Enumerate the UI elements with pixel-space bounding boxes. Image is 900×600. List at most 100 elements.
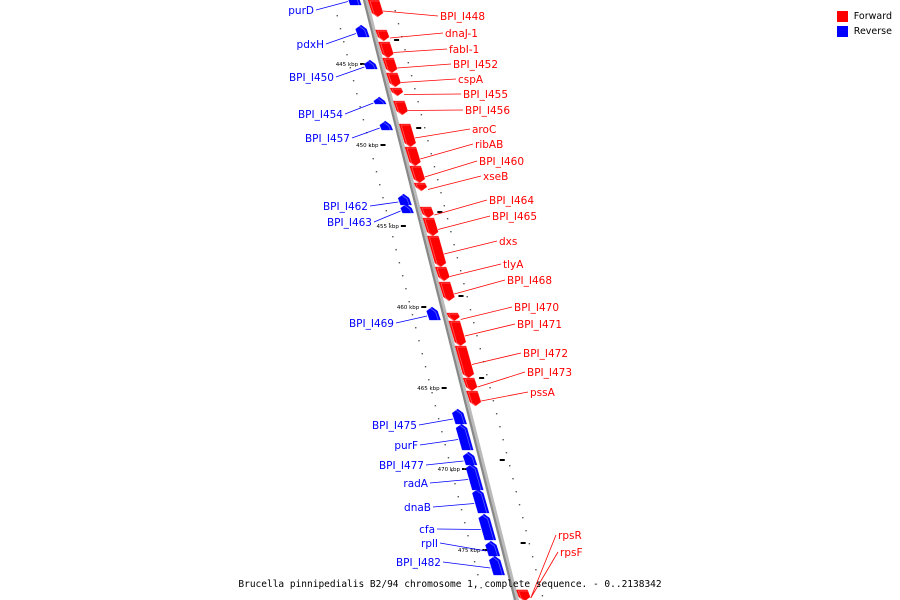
scale-dot (453, 244, 455, 246)
reverse-gene-label: BPI_I482 (396, 557, 441, 569)
scale-dot (352, 80, 355, 82)
reverse-gene-label: BPI_I475 (372, 420, 417, 432)
gene-leader-line (425, 460, 464, 466)
gene-leader-line (460, 306, 513, 320)
forward-gene-block (398, 123, 417, 148)
gene-highlight (517, 590, 533, 600)
scale-dot (346, 54, 348, 56)
scale-dot (528, 543, 531, 545)
forward-gene-label: dxs (499, 236, 517, 248)
scale-dot (441, 431, 443, 433)
scale-dot (440, 192, 442, 194)
gene-leader-line (427, 175, 482, 190)
forward-gene-block (434, 266, 450, 282)
gene-highlight (450, 321, 469, 348)
scale-dot (473, 561, 476, 563)
scale-dot (415, 327, 417, 329)
gene-highlight (428, 236, 449, 269)
gene-highlight (391, 88, 406, 98)
reverse-gene-label: BPI_I450 (289, 72, 334, 84)
forward-gene-label: ribAB (475, 139, 503, 151)
gene-highlight (380, 42, 396, 60)
forward-gene-label: BPI_I468 (507, 275, 552, 287)
gene-highlight (353, 25, 368, 39)
scale-dot (451, 470, 453, 472)
scale-dot (427, 140, 429, 142)
scale-dot (401, 275, 404, 277)
forward-gene-block (382, 57, 398, 74)
scale-dot (505, 452, 508, 454)
gene-leader-line (530, 551, 559, 599)
scale-dot (375, 171, 378, 173)
forward-gene-block (393, 100, 408, 116)
legend: Forward Reverse (836, 9, 892, 39)
scale-dot (423, 127, 426, 129)
gene-leader-line (400, 78, 457, 83)
gene-highlight (371, 97, 385, 106)
kbp-tick-label: 455 kbp (376, 224, 399, 230)
reverse-gene-block (348, 0, 362, 6)
gene-leader-line (471, 352, 522, 365)
scale-dot (336, 15, 338, 17)
gene-highlight (387, 73, 404, 89)
forward-gene-block (438, 281, 455, 302)
gene-highlight (449, 409, 466, 426)
kbp-tick-mark (499, 459, 505, 461)
gene-highlight (394, 101, 411, 117)
forward-gene-block (462, 377, 478, 392)
gene-highlight (377, 121, 392, 132)
reverse-gene-block (472, 488, 490, 514)
gene-highlight (460, 452, 476, 467)
forward-gene-block (422, 217, 439, 237)
kbp-tick-label: 470 kbp (438, 467, 461, 473)
reverse-gene-block (355, 24, 370, 38)
forward-gene-block (413, 182, 428, 192)
scale-dot (479, 348, 481, 350)
scale-dot (407, 62, 410, 64)
kbp-tick-mark (479, 377, 485, 379)
scale-dot (476, 335, 478, 337)
gene-highlight (369, 0, 386, 19)
scale-dot (473, 322, 475, 324)
forward-gene-label: cspA (458, 74, 484, 86)
forward-gene-label: rpsF (560, 547, 583, 559)
gene-highlight (486, 556, 504, 577)
scale-dot (408, 301, 410, 303)
reverse-gene-block (397, 193, 412, 206)
reverse-gene-block (364, 59, 378, 70)
reverse-gene-label: cfa (419, 524, 435, 536)
scale-dot (447, 457, 450, 459)
gene-leader-line (436, 528, 481, 530)
reverse-gene-label: dnaB (404, 502, 431, 514)
reverse-gene-block (379, 120, 394, 131)
gene-leader-line (464, 323, 516, 337)
scale-dot (495, 413, 498, 415)
forward-gene-block (427, 235, 447, 268)
scale-dot (486, 374, 488, 376)
reverse-gene-block (465, 463, 484, 491)
gene-leader-line (419, 439, 459, 446)
gene-highlight (345, 0, 360, 7)
gene-leader-line (439, 542, 487, 552)
reverse-gene-block (373, 96, 387, 105)
kbp-tick-mark (458, 295, 464, 297)
gene-leader-line (393, 48, 448, 53)
reverse-gene-block (451, 408, 468, 425)
scale-dot (434, 405, 437, 407)
scale-dot (443, 205, 445, 207)
gene-leader-line (432, 503, 475, 508)
scale-dot (395, 249, 397, 251)
kbp-tick-mark (437, 211, 443, 213)
reverse-gene-label: BPI_I454 (298, 109, 343, 121)
forward-gene-label: rpsR (558, 530, 582, 542)
gene-leader-line (397, 63, 452, 69)
scale-dot (428, 379, 430, 381)
gene-highlight (400, 124, 419, 149)
reverse-gene-block (455, 423, 474, 451)
scale-dot (499, 426, 501, 428)
scale-dot (464, 522, 466, 524)
forward-gene-label: BPI_I464 (489, 195, 534, 207)
kbp-tick-label: 465 kbp (417, 386, 440, 392)
kbp-tick-mark (400, 225, 406, 227)
